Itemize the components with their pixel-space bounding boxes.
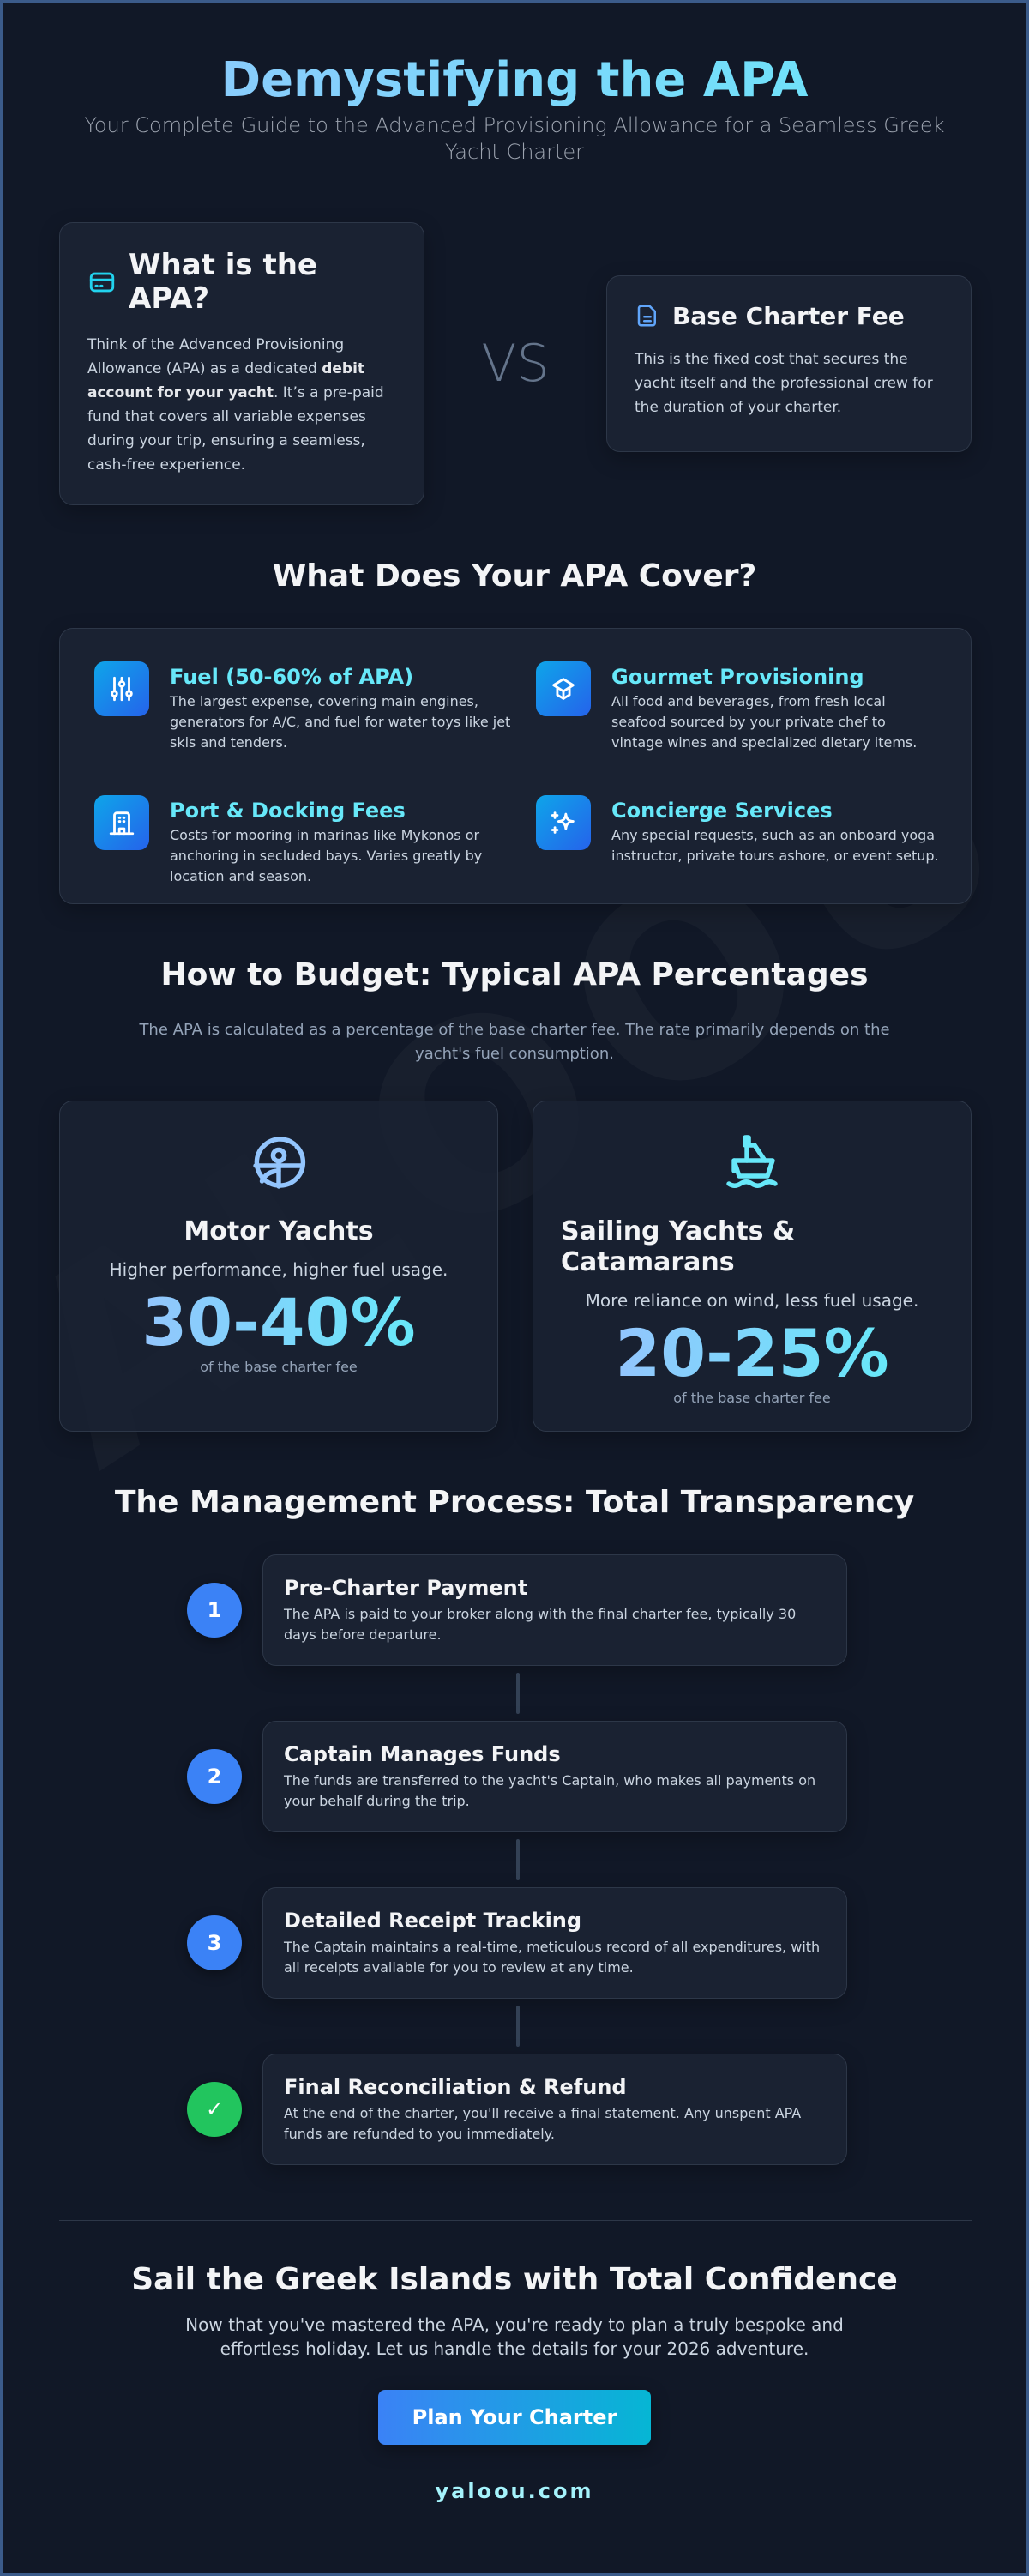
brand-link[interactable]: yaloou.com — [435, 2478, 594, 2503]
chef-hat-icon — [536, 661, 591, 716]
base-fee-card: Base Charter Fee This is the fixed cost … — [606, 274, 972, 452]
sparkles-icon — [536, 794, 591, 850]
apa-card-text: Think of the Advanced Provisioning Allow… — [87, 336, 384, 474]
yacht-type-name: Sailing Yachts & Catamarans — [561, 1216, 796, 1277]
base-card-title: Base Charter Fee — [672, 301, 905, 330]
yacht-type-desc: More reliance on wind, less fuel usage. — [585, 1289, 919, 1311]
process-step: ✓ Final Reconciliation & Refund At the e… — [187, 2053, 847, 2165]
cta-text: Now that you've mastered the APA, you're… — [185, 2314, 844, 2359]
cta-section: Sail the Greek Islands with Total Confid… — [3, 2262, 1026, 2503]
page-title: Demystifying the APA — [3, 54, 1026, 107]
process-timeline: 1 Pre-Charter Payment The APA is paid to… — [3, 1553, 1026, 2165]
yacht-type-desc: Higher performance, higher fuel usage. — [109, 1258, 448, 1280]
process-title: The Management Process: Total Transparen… — [114, 1484, 915, 1520]
yacht-type-cards: Motor Yachts Higher performance, higher … — [59, 1100, 972, 1432]
timeline-connector — [516, 2005, 520, 2047]
yacht-type-name: Motor Yachts — [184, 1216, 374, 1246]
intro-comparison: What is the APA? Think of the Advanced P… — [59, 221, 972, 505]
apa-highlight: debit account for your yacht — [87, 360, 365, 402]
budget-title: How to Budget: Typical APA Percentages — [160, 956, 869, 992]
budget-intro: The APA is calculated as a percentage of… — [139, 1020, 890, 1063]
building-icon — [94, 794, 149, 850]
percentage-caption: of the base charter fee — [200, 1358, 358, 1375]
step-card: Detailed Receipt Tracking The Captain ma… — [262, 1886, 847, 1999]
base-card-text: This is the fixed cost that secures the … — [635, 350, 933, 416]
process-step: 3 Detailed Receipt Tracking The Captain … — [187, 1886, 847, 2047]
coverage-item-title: Port & Docking Fees — [170, 798, 406, 823]
coverage-item-desc: The largest expense, covering main engin… — [170, 692, 511, 751]
step-card: Final Reconciliation & Refund At the end… — [262, 2053, 847, 2165]
cta-title: Sail the Greek Islands with Total Confid… — [131, 2261, 898, 2297]
infographic-page: ALOOU.COM Demystifying the APA Your Comp… — [3, 3, 1026, 2573]
coverage-item-concierge: Concierge Services Any special requests,… — [536, 794, 939, 903]
step-card: Captain Manages Funds The funds are tran… — [262, 1720, 847, 1832]
vs-label: VS — [481, 333, 550, 394]
coverage-item-fuel: Fuel (50-60% of APA) The largest expense… — [94, 661, 536, 769]
section-divider — [59, 2219, 972, 2221]
plan-charter-button[interactable]: Plan Your Charter — [378, 2389, 651, 2445]
sailing-yacht-card: Sailing Yachts & Catamarans More relianc… — [533, 1100, 972, 1432]
checkmark-icon: ✓ — [187, 2081, 242, 2137]
step-desc: The Captain maintains a real-time, metic… — [284, 1938, 821, 1976]
timeline-connector — [516, 1838, 520, 1880]
coverage-item-title: Gourmet Provisioning — [611, 664, 864, 689]
step-number-badge: 3 — [187, 1915, 242, 1970]
helm-icon — [248, 1132, 310, 1194]
step-number-badge: 2 — [187, 1748, 242, 1804]
step-card: Pre-Charter Payment The APA is paid to y… — [262, 1553, 847, 1666]
process-step: 2 Captain Manages Funds The funds are tr… — [187, 1720, 847, 1880]
ship-icon — [721, 1132, 783, 1194]
coverage-title: What Does Your APA Cover? — [272, 558, 757, 594]
sliders-icon — [94, 661, 149, 716]
page-header: Demystifying the APA Your Complete Guide… — [3, 3, 1026, 166]
process-step: 1 Pre-Charter Payment The APA is paid to… — [187, 1553, 847, 1714]
step-title: Detailed Receipt Tracking — [284, 1908, 582, 1933]
coverage-grid: Fuel (50-60% of APA) The largest expense… — [59, 627, 972, 904]
apa-percentage: 30-40% — [141, 1283, 416, 1360]
coverage-item-desc: Costs for mooring in marinas like Mykono… — [170, 826, 483, 884]
percentage-caption: of the base charter fee — [673, 1389, 831, 1406]
step-title: Pre-Charter Payment — [284, 1575, 528, 1600]
coverage-item-title: Fuel (50-60% of APA) — [170, 664, 414, 689]
apa-card-title: What is the APA? — [129, 247, 317, 317]
timeline-connector — [516, 1672, 520, 1714]
step-desc: The APA is paid to your broker along wit… — [284, 1605, 797, 1643]
document-icon — [635, 303, 660, 329]
step-desc: The funds are transferred to the yacht's… — [284, 1771, 816, 1809]
credit-card-icon — [87, 268, 117, 297]
coverage-item-desc: Any special requests, such as an onboard… — [611, 826, 939, 864]
apa-definition-card: What is the APA? Think of the Advanced P… — [59, 221, 424, 505]
page-subtitle: Your Complete Guide to the Advanced Prov… — [84, 112, 945, 164]
coverage-item-provisioning: Gourmet Provisioning All food and bevera… — [536, 661, 939, 769]
step-desc: At the end of the charter, you'll receiv… — [284, 2104, 802, 2142]
coverage-item-port-fees: Port & Docking Fees Costs for mooring in… — [94, 794, 536, 903]
step-title: Final Reconciliation & Refund — [284, 2074, 627, 2099]
apa-percentage: 20-25% — [615, 1314, 889, 1391]
coverage-item-title: Concierge Services — [611, 798, 833, 823]
step-number-badge: 1 — [187, 1582, 242, 1638]
motor-yacht-card: Motor Yachts Higher performance, higher … — [59, 1100, 498, 1432]
coverage-item-desc: All food and beverages, from fresh local… — [611, 692, 918, 751]
step-title: Captain Manages Funds — [284, 1741, 561, 1766]
